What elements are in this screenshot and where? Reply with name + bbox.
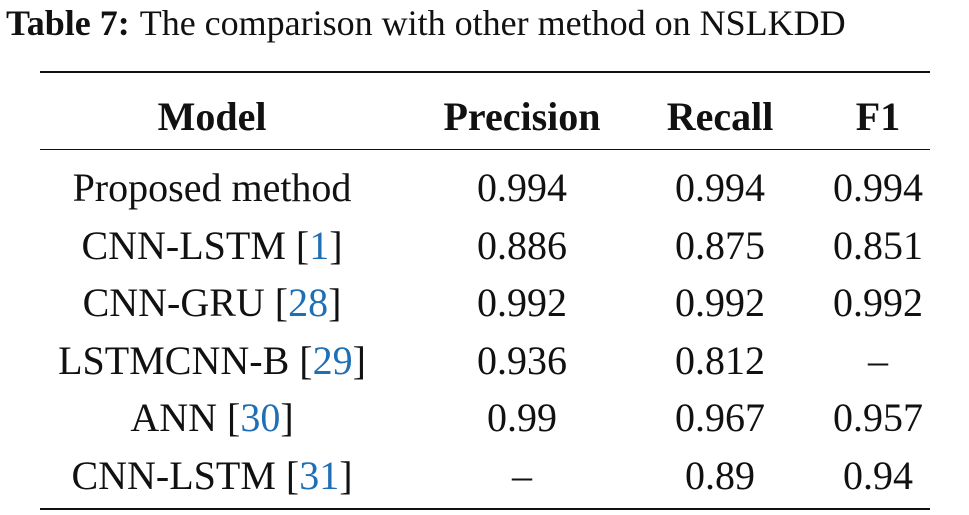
citation: 30 [240, 395, 281, 441]
model-name: ] [328, 280, 342, 326]
caption-text: The comparison with other method on NSLK… [139, 3, 846, 43]
model-cell: Proposed method [73, 168, 352, 208]
value-cell: 0.936 [477, 337, 567, 383]
value-cell: 0.967 [675, 395, 765, 441]
citation: 31 [299, 453, 340, 498]
value-cell: – [868, 337, 888, 383]
header-cell: Recall [666, 94, 774, 139]
top-rule [40, 71, 930, 73]
value-cell: 0.886 [477, 222, 567, 268]
model-name: ] [339, 453, 353, 498]
model-cell: CNN-LSTM [31] [71, 456, 352, 496]
value-cell: 0.94 [843, 453, 913, 498]
value-cell: 0.99 [487, 395, 557, 441]
model-name: ANN [ [130, 395, 241, 441]
model-name: CNN-LSTM [ [81, 222, 310, 268]
value-cell: 0.994 [833, 165, 923, 210]
value-cell: 0.992 [675, 280, 765, 326]
value-cell: 0.994 [675, 165, 765, 210]
value-cell: 0.957 [833, 395, 923, 441]
header-cell: F1 [855, 94, 901, 139]
caption-label: Table 7: [6, 3, 130, 43]
bottom-rule [40, 508, 930, 510]
model-cell: CNN-LSTM [1] [81, 222, 343, 268]
model-name: LSTMCNN-B [ [58, 337, 313, 383]
model-cell: ANN [30] [130, 398, 293, 438]
citation: 1 [309, 222, 330, 268]
model-name: ] [352, 337, 366, 383]
table-caption: Table 7: The comparison with other method… [6, 2, 846, 44]
header-cell: Precision [443, 94, 601, 139]
model-name: CNN-GRU [ [82, 280, 289, 326]
mid-rule [40, 149, 930, 150]
value-cell: – [512, 453, 532, 498]
value-cell: 0.992 [833, 280, 923, 326]
model-cell: LSTMCNN-B [29] [58, 337, 366, 383]
model-name: CNN-LSTM [ [71, 453, 300, 498]
value-cell: 0.994 [477, 165, 567, 210]
header-cell: Model [157, 94, 267, 139]
model-cell: CNN-GRU [28] [83, 283, 342, 323]
model-name: Proposed method [72, 165, 352, 210]
model-name: ] [329, 222, 343, 268]
citation: 28 [288, 280, 329, 326]
value-cell: 0.851 [833, 222, 923, 268]
value-cell: 0.812 [675, 337, 765, 383]
citation: 29 [312, 337, 353, 383]
value-cell: 0.875 [675, 222, 765, 268]
model-name: ] [280, 395, 294, 441]
value-cell: 0.89 [685, 453, 755, 498]
value-cell: 0.992 [477, 280, 567, 326]
